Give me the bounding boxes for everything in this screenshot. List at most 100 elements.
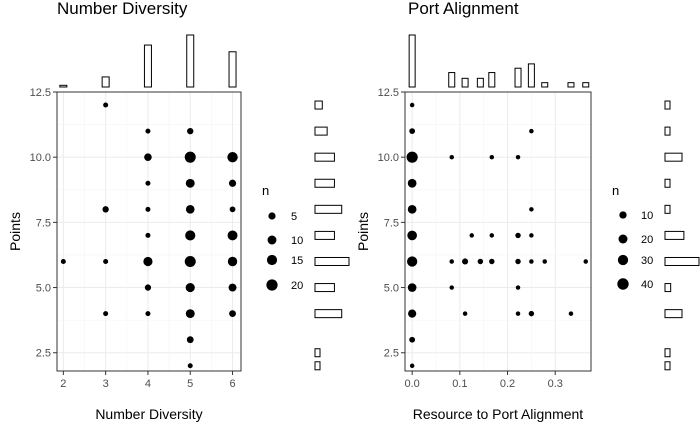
data-point [144, 284, 152, 291]
y-axis-title: Points [7, 212, 23, 251]
data-point [143, 256, 153, 267]
y-tick-label: 7.5 [384, 217, 399, 229]
x-tick-label: 3 [103, 378, 109, 390]
x-tick-label: 5 [187, 378, 193, 390]
histogram-bar [488, 72, 496, 88]
y-tick-label: 12.5 [378, 87, 399, 99]
histogram-bar [314, 178, 335, 188]
data-point [449, 259, 454, 264]
data-point [529, 128, 534, 134]
y-axis-title: Points [355, 212, 371, 251]
data-point [185, 178, 195, 188]
legend-label: 40 [641, 279, 653, 291]
top-histogram [408, 34, 590, 88]
y-tick-label: 2.5 [36, 348, 51, 360]
data-point [186, 336, 194, 344]
data-point [407, 283, 417, 292]
histogram-bar [314, 152, 335, 162]
legend-label: 20 [641, 234, 653, 246]
y-axis: 2.5 5.0 7.5 10.0 12.5 [30, 87, 57, 360]
data-point [144, 153, 152, 161]
data-point [529, 259, 534, 264]
data-point [145, 128, 151, 134]
x-tick-label: 0.0 [405, 378, 420, 390]
y-tick-label: 10.0 [378, 152, 399, 164]
y-tick-label: 5.0 [384, 283, 399, 295]
x-tick-label: 6 [229, 378, 235, 390]
histogram-bar [567, 82, 575, 88]
histogram-bar [664, 283, 672, 293]
histogram-bar [664, 348, 671, 358]
grid [57, 91, 241, 371]
right-histogram [314, 100, 350, 371]
data-point [185, 230, 196, 241]
data-point [469, 233, 475, 238]
histogram-bar [314, 230, 335, 240]
data-point [515, 232, 521, 239]
grid [405, 91, 591, 371]
histogram-bar [664, 100, 671, 110]
data-point [515, 285, 521, 290]
x-tick-label: 0.1 [452, 378, 467, 390]
data-point [184, 151, 196, 163]
legend-label: 10 [641, 210, 653, 222]
x-axis: 0.0 0.1 0.2 0.3 [405, 371, 563, 390]
data-point [477, 258, 484, 265]
data-point [449, 154, 454, 160]
histogram-bar [314, 126, 328, 136]
x-axis-title: Resource to Port Alignment [413, 406, 584, 422]
histogram-bar [476, 77, 484, 88]
data-point [145, 180, 151, 186]
data-point [542, 259, 547, 264]
data-point [228, 179, 237, 187]
legend-title: n [262, 183, 269, 198]
data-point [145, 232, 151, 238]
data-point [529, 207, 534, 212]
data-point [227, 151, 238, 163]
legend-label: 20 [291, 280, 303, 292]
data-point [529, 233, 534, 238]
data-point [515, 154, 521, 160]
panel-0: Number Diversity 2 3 4 5 6 2.5 5.0 7.5 10.0 12.5 Nu… [7, 0, 350, 422]
histogram-bar [59, 84, 68, 88]
data-point [185, 282, 195, 293]
data-point [102, 206, 109, 213]
histogram-bar [664, 256, 700, 266]
y-axis: 2.5 5.0 7.5 10.0 12.5 [378, 87, 405, 360]
histogram-bar [314, 361, 321, 371]
histogram-bar [664, 361, 671, 371]
histogram-bar [314, 283, 335, 293]
legend: n 5 10 15 20 [262, 183, 303, 292]
data-point [407, 230, 417, 241]
chart-title: Port Alignment [408, 0, 519, 18]
histogram-bar [664, 309, 683, 319]
legend: n 10 20 30 40 [612, 183, 653, 291]
data-point [185, 205, 195, 214]
legend-title: n [612, 183, 619, 198]
histogram-bar [314, 100, 323, 110]
histogram-bar [664, 126, 671, 136]
y-tick-label: 5.0 [36, 283, 51, 295]
data-point [409, 102, 415, 108]
data-point [185, 309, 195, 319]
histogram-bar [514, 67, 522, 88]
histogram-bar [664, 178, 671, 188]
legend-key [617, 278, 629, 290]
data-point [515, 258, 521, 265]
data-point [229, 310, 236, 318]
data-point [409, 363, 415, 369]
top-histogram [59, 34, 237, 88]
data-point [407, 256, 418, 267]
x-tick-label: 2 [60, 378, 66, 390]
data-point [229, 206, 236, 213]
data-point [103, 258, 109, 264]
data-point [489, 154, 495, 160]
data-point [103, 102, 109, 108]
y-tick-label: 7.5 [36, 217, 51, 229]
data-point [409, 128, 416, 135]
histogram-bar [408, 34, 416, 88]
data-point [407, 178, 417, 188]
data-point [528, 310, 535, 317]
histogram-bar [186, 34, 195, 88]
